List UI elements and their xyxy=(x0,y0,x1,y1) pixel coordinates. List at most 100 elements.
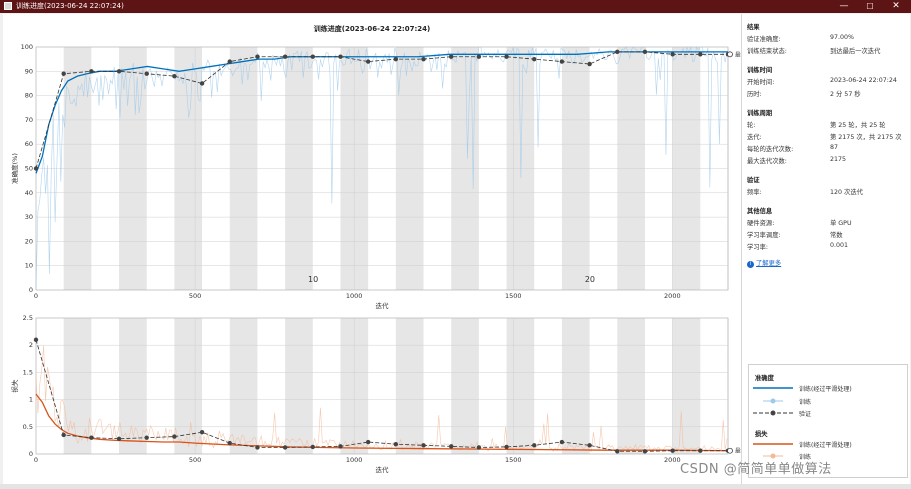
epoch-band xyxy=(174,318,203,454)
app-icon xyxy=(4,2,12,10)
validation-point xyxy=(310,444,315,450)
epoch-label: 轮: xyxy=(747,122,756,129)
epoch-value: 第 25 轮，共 25 轮 xyxy=(830,122,886,129)
legend-acc-train-swatch xyxy=(770,398,776,404)
x-tick-label: 2000 xyxy=(664,292,681,300)
x-tick-label: 0 xyxy=(34,456,38,464)
legend-acc-val: 验证 xyxy=(799,411,812,418)
y-tick-label: 0 xyxy=(29,286,33,294)
iteration-value: 第 2175 次，共 2175 次 xyxy=(830,134,902,141)
validation-point xyxy=(642,49,648,55)
legend-acc-val-swatch xyxy=(770,410,776,416)
validation-point xyxy=(615,449,620,454)
epoch-band xyxy=(451,318,479,454)
epoch-label-10: 10 xyxy=(308,275,318,284)
epoch-band xyxy=(119,318,147,454)
validation-point xyxy=(642,449,648,454)
y-tick-label: 100 xyxy=(21,43,33,51)
legend-swatches xyxy=(753,387,793,459)
y-tick-label: 2 xyxy=(29,341,33,349)
validation-point xyxy=(199,430,205,435)
epoch-band xyxy=(506,318,535,454)
epoch-band xyxy=(229,318,258,454)
validation-point xyxy=(172,434,177,439)
validation-point xyxy=(587,61,592,67)
x-tick-label: 1500 xyxy=(505,292,522,300)
validation-line xyxy=(35,51,728,169)
validation-point xyxy=(33,166,39,171)
window-titlebar: 训练进度(2023-06-24 22:07:24) — ☐ ✕ xyxy=(0,0,911,13)
validation-point xyxy=(116,436,122,441)
validation-point xyxy=(698,448,703,453)
status-bar xyxy=(0,484,911,489)
validation-point xyxy=(532,56,537,62)
minimize-button[interactable]: — xyxy=(839,1,849,11)
y-tick-label: 10 xyxy=(25,262,33,270)
y-tick-label: 1.5 xyxy=(23,368,33,376)
validation-point xyxy=(587,443,592,448)
validation-point xyxy=(338,444,343,449)
epoch-band xyxy=(617,318,645,454)
learning-rate-label: 学习率: xyxy=(747,244,769,251)
train-smoothed-line xyxy=(35,51,728,174)
legend-loss-train: 训练 xyxy=(799,454,812,461)
other-info-title: 其他信息 xyxy=(747,208,773,215)
info-icon: i xyxy=(747,261,754,268)
validation-point xyxy=(255,54,260,59)
start-time-label: 开始时间: xyxy=(747,79,775,86)
validation-point xyxy=(365,439,371,445)
validation-point xyxy=(61,71,66,76)
validation-point xyxy=(144,435,149,440)
iters-per-epoch-value: 87 xyxy=(830,144,839,151)
y-tick-label: 70 xyxy=(25,116,33,124)
end-state-label: 训练结束状态: xyxy=(747,48,787,55)
validation-point xyxy=(532,443,537,448)
validation-point xyxy=(421,56,426,62)
validation-point xyxy=(172,73,177,79)
validation-point xyxy=(393,56,399,62)
validation-point xyxy=(116,69,122,74)
learn-more-text: 了解更多 xyxy=(756,260,782,267)
x-tick-label: 0 xyxy=(34,292,38,300)
y-tick-label: 80 xyxy=(25,92,33,100)
maximize-button[interactable]: ☐ xyxy=(866,2,874,11)
y-tick-label: 30 xyxy=(25,213,33,221)
final-label: 最终 xyxy=(735,447,741,455)
x-axis-label: 迭代 xyxy=(376,465,390,474)
y-tick-label: 0 xyxy=(29,450,33,458)
validation-point xyxy=(144,71,149,76)
x-tick-label: 500 xyxy=(189,456,201,464)
learn-more-link[interactable]: i 了解更多 xyxy=(747,258,781,268)
legend-acc-smoothed: 训练(经过平滑处理) xyxy=(799,386,852,393)
validation-point xyxy=(310,54,315,59)
plot-title: 训练进度(2023-06-24 22:07:24) xyxy=(313,25,431,33)
final-marker xyxy=(727,51,733,58)
close-button[interactable]: ✕ xyxy=(892,1,900,11)
legend-loss-train-swatch xyxy=(770,453,776,459)
hardware-value: 单 GPU xyxy=(830,220,852,227)
y-tick-label: 2.5 xyxy=(23,314,33,322)
validation-point xyxy=(365,59,371,64)
epoch-label-20: 20 xyxy=(585,275,595,284)
validation-point xyxy=(670,52,675,57)
validation-point xyxy=(421,443,426,448)
y-tick-label: 60 xyxy=(25,140,33,148)
validation-point xyxy=(255,445,260,450)
y-tick-label: 20 xyxy=(25,237,33,245)
watermark: CSDN @简简单单做算法 xyxy=(680,462,832,477)
max-iters-label: 最大迭代次数: xyxy=(747,158,787,165)
validation-point xyxy=(615,49,620,55)
iters-per-epoch-label: 每轮的迭代次数: xyxy=(747,146,794,153)
learning-rate-value: 0.001 xyxy=(830,242,849,249)
y-tick-label: 40 xyxy=(25,189,33,197)
legend-acc-train: 训练 xyxy=(799,399,812,406)
x-tick-label: 500 xyxy=(189,292,201,300)
validation-point xyxy=(504,54,509,59)
validation-point xyxy=(282,445,288,450)
cycle-title: 训练周期 xyxy=(747,110,773,117)
validation-point xyxy=(89,435,94,440)
validation-point xyxy=(504,444,509,450)
frequency-value: 120 次迭代 xyxy=(830,189,863,196)
lr-schedule-value: 常数 xyxy=(830,232,843,239)
